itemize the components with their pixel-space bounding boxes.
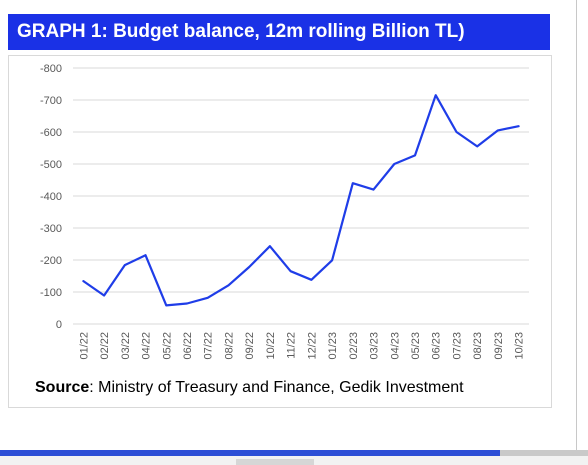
x-tick-label: 09/23 (493, 332, 505, 360)
source-note: Source: Ministry of Treasury and Finance… (35, 379, 464, 397)
y-tick-label: 0 (56, 319, 62, 331)
figure-frame: GRAPH 1: Budget balance, 12m rolling Bil… (0, 0, 577, 453)
source-text: : Ministry of Treasury and Finance, Gedi… (89, 379, 464, 396)
x-tick-label: 04/22 (141, 332, 153, 360)
series-line (82, 94, 520, 307)
x-tick-label: 01/22 (78, 332, 90, 360)
chart-title: GRAPH 1: Budget balance, 12m rolling Bil… (8, 14, 550, 50)
x-tick-label: 05/22 (161, 332, 173, 360)
x-tick-label: 05/23 (410, 332, 422, 360)
bottom-scrollbar[interactable] (0, 450, 588, 465)
x-tick-label: 07/23 (451, 332, 463, 360)
x-tick-label: 10/22 (265, 332, 277, 360)
y-tick-label: -600 (40, 127, 62, 139)
x-tick-label: 04/23 (389, 332, 401, 360)
x-tick-label: 07/22 (203, 332, 215, 360)
scrollbar-thumb[interactable] (0, 450, 500, 456)
x-tick-label: 06/23 (431, 332, 443, 360)
x-tick-label: 11/22 (286, 332, 298, 359)
y-tick-label: -400 (40, 191, 62, 203)
x-tick-label: 08/22 (223, 332, 235, 360)
chart-area: 0 -100 -200 -300 -400 -500 -600 -700 -800 01/22 02… (8, 55, 552, 408)
x-tick-label: 03/22 (120, 332, 132, 360)
x-tick-label: 01/23 (327, 332, 339, 360)
x-tick-label: 06/22 (182, 332, 194, 360)
y-tick-label: -300 (40, 223, 62, 235)
x-tick-label: 02/22 (99, 332, 111, 360)
line-chart: 0 -100 -200 -300 -400 -500 -600 -700 -800 01/22 02… (40, 63, 529, 360)
x-tick-label: 02/23 (348, 332, 360, 360)
scrollbar-track (500, 450, 588, 456)
bottom-tab (236, 459, 314, 465)
y-tick-label: -200 (40, 255, 62, 267)
y-tick-label: -800 (40, 63, 62, 75)
x-tick-label: 10/23 (514, 332, 526, 360)
source-label: Source (35, 379, 90, 396)
y-tick-label: -500 (40, 159, 62, 171)
y-tick-label: -100 (40, 287, 62, 299)
x-tick-label: 08/23 (472, 332, 484, 360)
x-tick-label: 12/22 (306, 332, 318, 360)
x-tick-label: 09/22 (244, 332, 256, 360)
x-tick-label: 03/23 (369, 332, 381, 360)
y-tick-label: -700 (40, 95, 62, 107)
